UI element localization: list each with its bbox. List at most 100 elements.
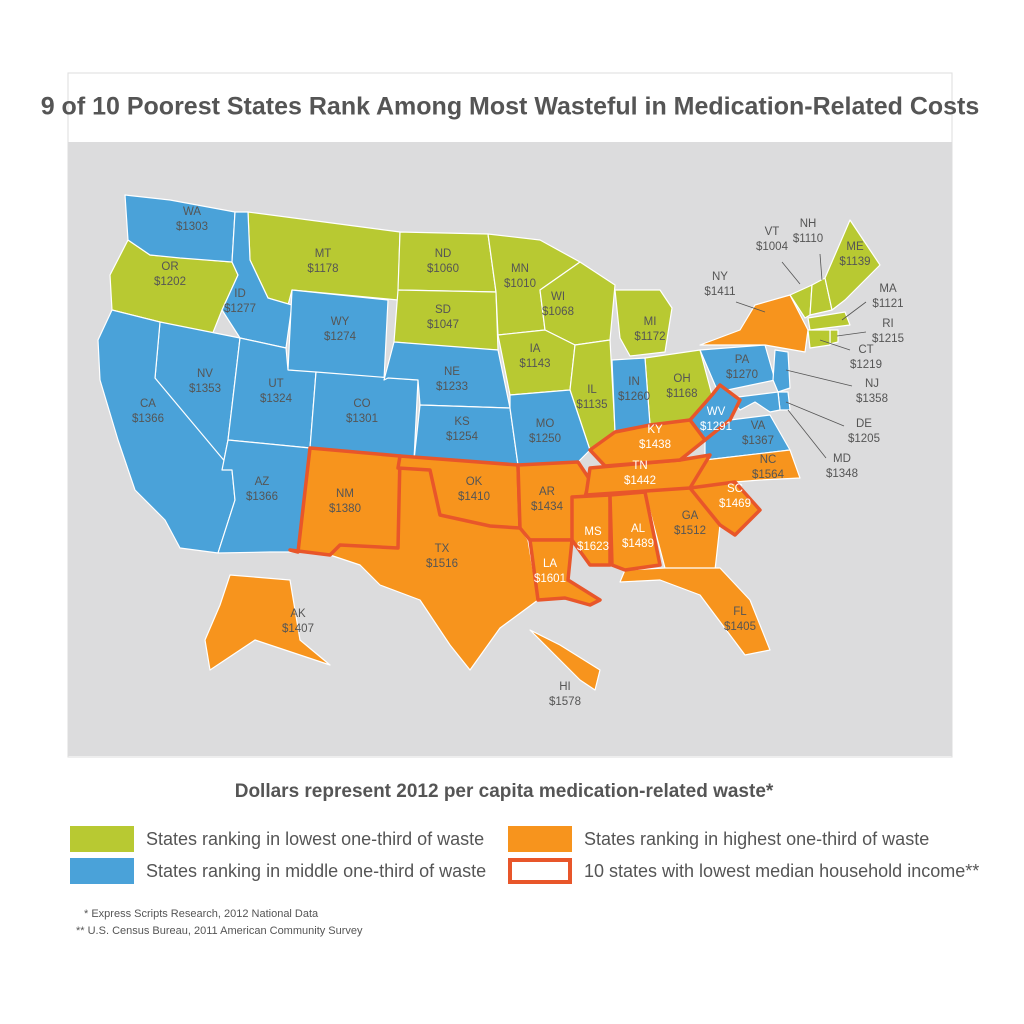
state-abbr: LA bbox=[543, 558, 557, 570]
state-cost: $1303 bbox=[176, 221, 208, 233]
state-cost: $1068 bbox=[542, 306, 574, 318]
state-abbr: NC bbox=[760, 454, 777, 466]
state-cost: $1442 bbox=[624, 475, 656, 487]
state-cost: $1135 bbox=[576, 399, 607, 411]
state-abbr: DE bbox=[856, 418, 872, 430]
state-cost: $1178 bbox=[307, 263, 338, 275]
state-abbr: ND bbox=[435, 248, 452, 260]
state-cost: $1469 bbox=[719, 498, 751, 510]
state-cost: $1270 bbox=[726, 369, 758, 381]
state bbox=[824, 219, 881, 311]
state bbox=[829, 329, 839, 345]
state-cost: $1274 bbox=[324, 331, 357, 343]
state-cost: $1410 bbox=[458, 491, 490, 503]
leader-line bbox=[785, 401, 845, 427]
state-cost: $1215 bbox=[872, 333, 904, 345]
state-cost: $1233 bbox=[436, 381, 468, 393]
title: 9 of 10 Poorest States Rank Among Most W… bbox=[41, 93, 980, 121]
leader-line bbox=[819, 339, 851, 351]
state-abbr: AL bbox=[631, 523, 646, 535]
legend-label: 10 states with lowest median household i… bbox=[584, 861, 979, 881]
state-abbr: CO bbox=[353, 398, 370, 410]
footnote: * Express Scripts Research, 2012 Nationa… bbox=[84, 908, 319, 920]
state-abbr: OH bbox=[673, 373, 690, 385]
map: OR $1202 MT $1178 ND $1060 SD $1047 MN $1010 WI $10… bbox=[97, 194, 904, 708]
state-abbr: OK bbox=[466, 476, 483, 488]
state bbox=[619, 567, 771, 656]
state bbox=[288, 446, 402, 557]
state-abbr: AR bbox=[539, 486, 555, 498]
state-cost: $1564 bbox=[752, 469, 785, 481]
state-abbr: TN bbox=[632, 460, 647, 472]
state-cost: $1250 bbox=[529, 433, 561, 445]
state-abbr: ID bbox=[234, 288, 246, 300]
state-abbr: NJ bbox=[865, 378, 879, 390]
state bbox=[397, 231, 497, 293]
leader-line bbox=[819, 253, 823, 281]
leader-line bbox=[841, 301, 867, 321]
state-abbr: IN bbox=[628, 376, 640, 388]
state-cost: $1434 bbox=[531, 501, 564, 513]
state-abbr: NH bbox=[800, 218, 817, 230]
state bbox=[729, 391, 781, 413]
state-cost: $1010 bbox=[504, 278, 536, 290]
state-abbr: HI bbox=[559, 681, 571, 693]
state-abbr: AK bbox=[290, 608, 306, 620]
state bbox=[97, 309, 236, 554]
state-cost: $1168 bbox=[666, 388, 697, 400]
state-cost: $1405 bbox=[724, 621, 756, 633]
state-abbr: IL bbox=[587, 384, 597, 396]
state-cost: $1578 bbox=[549, 696, 581, 708]
legend-swatch bbox=[508, 858, 572, 884]
state-abbr: NM bbox=[336, 488, 354, 500]
state-abbr: RI bbox=[882, 318, 894, 330]
state-cost: $1277 bbox=[224, 303, 256, 315]
footnote: ** U.S. Census Bureau, 2011 American Com… bbox=[76, 925, 363, 937]
state-cost: $1348 bbox=[826, 468, 858, 480]
state bbox=[124, 194, 236, 263]
state bbox=[807, 329, 831, 349]
state-cost: $1358 bbox=[856, 393, 888, 405]
state-cost: $1353 bbox=[189, 383, 221, 395]
state-abbr: NE bbox=[444, 366, 460, 378]
legend-label: States ranking in lowest one-third of wa… bbox=[146, 829, 484, 849]
state-cost: $1143 bbox=[519, 358, 550, 370]
state bbox=[204, 574, 331, 671]
state-abbr: MD bbox=[833, 453, 851, 465]
state bbox=[688, 480, 762, 537]
state-cost: $1139 bbox=[839, 256, 870, 268]
state-cost: $1254 bbox=[446, 431, 479, 443]
state-cost: $1601 bbox=[534, 573, 566, 585]
state-abbr: NV bbox=[197, 368, 213, 380]
state-cost: $1291 bbox=[700, 421, 732, 433]
state-cost: $1407 bbox=[282, 623, 314, 635]
leader-line bbox=[781, 261, 801, 285]
state-abbr: MT bbox=[315, 248, 332, 260]
legend-label: States ranking in highest one-third of w… bbox=[584, 829, 929, 849]
state-abbr: NY bbox=[712, 271, 728, 283]
state-abbr: ME bbox=[846, 241, 864, 253]
state bbox=[699, 294, 809, 353]
state-abbr: OR bbox=[161, 261, 178, 273]
state-cost: $1110 bbox=[793, 233, 823, 245]
state bbox=[588, 418, 707, 468]
state-abbr: AZ bbox=[255, 476, 270, 488]
state-abbr: PA bbox=[735, 354, 750, 366]
state-cost: $1047 bbox=[427, 319, 459, 331]
legend-swatch bbox=[70, 858, 134, 884]
state-abbr: MO bbox=[536, 418, 555, 430]
leader-line bbox=[787, 409, 827, 459]
state-cost: $1172 bbox=[634, 331, 665, 343]
state-abbr: FL bbox=[733, 606, 747, 618]
legend-swatch bbox=[508, 826, 572, 852]
state-cost: $1623 bbox=[577, 541, 609, 553]
state bbox=[383, 341, 511, 409]
state-abbr: MN bbox=[511, 263, 529, 275]
state-abbr: MA bbox=[879, 283, 897, 295]
state bbox=[529, 629, 601, 691]
state-abbr: IA bbox=[530, 343, 541, 355]
state-cost: $1489 bbox=[622, 538, 654, 550]
leader-line bbox=[785, 369, 853, 387]
state-cost: $1366 bbox=[246, 491, 278, 503]
state-cost: $1367 bbox=[742, 435, 774, 447]
